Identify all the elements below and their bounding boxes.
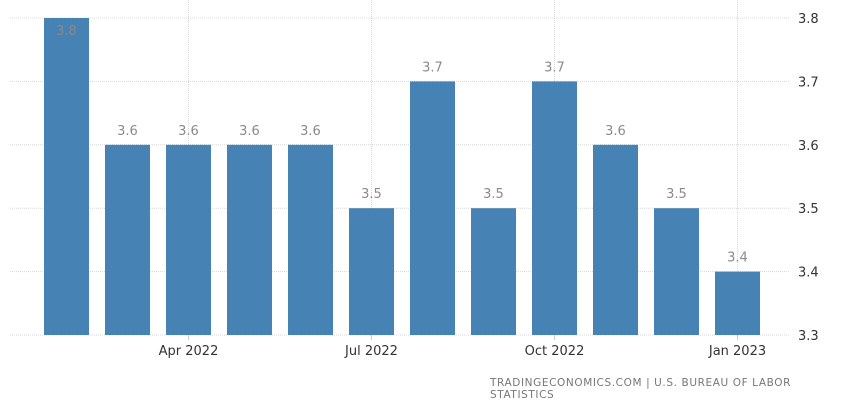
bar bbox=[105, 144, 150, 335]
bar bbox=[227, 144, 272, 335]
data-label: 3.7 bbox=[544, 60, 565, 75]
data-label: 3.7 bbox=[422, 60, 443, 75]
data-label: 3.5 bbox=[666, 187, 687, 202]
y-tick-label: 3.7 bbox=[798, 75, 819, 90]
data-label: 3.8 bbox=[56, 24, 77, 39]
bar bbox=[410, 81, 455, 336]
data-label: 3.4 bbox=[727, 251, 748, 266]
y-tick-label: 3.5 bbox=[798, 202, 819, 217]
x-tick-label: Jan 2023 bbox=[708, 344, 766, 359]
bar bbox=[166, 144, 211, 335]
data-label: 3.6 bbox=[300, 124, 321, 139]
bar bbox=[288, 144, 333, 335]
source-credit: TRADINGECONOMICS.COM | U.S. BUREAU OF LA… bbox=[490, 377, 792, 401]
data-label: 3.5 bbox=[483, 187, 504, 202]
bar bbox=[532, 81, 577, 336]
bar bbox=[471, 208, 516, 335]
bar bbox=[715, 271, 760, 335]
y-tick-label: 3.4 bbox=[798, 266, 819, 281]
data-label: 3.6 bbox=[605, 124, 626, 139]
x-tick-label: Jul 2022 bbox=[344, 344, 398, 359]
bar bbox=[349, 208, 394, 335]
data-label: 3.6 bbox=[239, 124, 260, 139]
bar bbox=[593, 144, 638, 335]
data-label: 3.5 bbox=[361, 187, 382, 202]
bar bbox=[44, 18, 89, 335]
y-tick-label: 3.6 bbox=[798, 139, 819, 154]
bar bbox=[654, 208, 699, 335]
x-tick-label: Oct 2022 bbox=[525, 344, 585, 359]
data-label: 3.6 bbox=[178, 124, 199, 139]
x-tick-label: Apr 2022 bbox=[159, 344, 219, 359]
y-tick-label: 3.8 bbox=[798, 12, 819, 27]
y-tick-label: 3.3 bbox=[798, 329, 819, 344]
data-label: 3.6 bbox=[117, 124, 138, 139]
